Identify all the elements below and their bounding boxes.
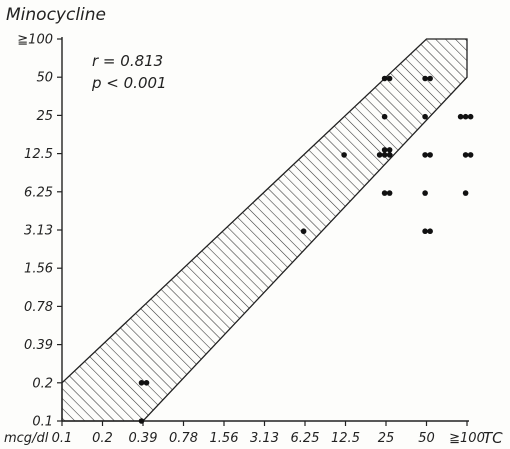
y-tick-label: 0.2 bbox=[32, 376, 53, 391]
data-point bbox=[376, 152, 383, 158]
data-point bbox=[457, 113, 464, 120]
x-tick-label: 25 bbox=[378, 431, 395, 446]
data-point bbox=[427, 152, 433, 158]
data-point bbox=[381, 75, 388, 82]
x-tick-label: 12.5 bbox=[331, 431, 360, 446]
data-point bbox=[427, 75, 433, 82]
data-point bbox=[422, 152, 428, 158]
data-point bbox=[138, 418, 145, 424]
x-tick-label: 0.1 bbox=[52, 431, 73, 446]
data-point bbox=[381, 190, 388, 196]
data-point bbox=[422, 75, 428, 82]
x-axis-label: TC bbox=[483, 429, 503, 447]
data-point bbox=[462, 113, 469, 120]
y-tick-label: 0.1 bbox=[32, 415, 53, 430]
data-point bbox=[422, 190, 428, 196]
chart-title: Minocycline bbox=[6, 5, 106, 25]
data-point bbox=[467, 152, 474, 158]
y-tick-label: 0.39 bbox=[24, 338, 53, 353]
y-tick-label: 50 bbox=[36, 71, 53, 86]
data-point bbox=[462, 190, 469, 196]
y-tick-label: ≧100 bbox=[17, 33, 53, 48]
x-tick-label: 3.13 bbox=[250, 431, 279, 446]
data-point bbox=[467, 113, 474, 120]
data-point bbox=[381, 152, 388, 158]
x-tick-label: 6.25 bbox=[291, 431, 320, 446]
data-point bbox=[427, 228, 433, 235]
y-tick-label: 12.5 bbox=[24, 147, 53, 162]
x-tick-label: 0.78 bbox=[169, 431, 198, 446]
x-tick-label: 0.39 bbox=[129, 431, 158, 446]
y-tick-label: 3.13 bbox=[24, 224, 53, 239]
data-point bbox=[143, 380, 150, 386]
hatched-band bbox=[61, 38, 468, 422]
unit-label: mcg/dl bbox=[4, 431, 49, 446]
data-point bbox=[138, 380, 145, 386]
data-point bbox=[381, 147, 388, 153]
data-point bbox=[386, 147, 393, 153]
data-point bbox=[422, 228, 428, 235]
data-point bbox=[341, 152, 347, 158]
x-tick-label: 50 bbox=[418, 431, 435, 446]
x-tick-label: 1.56 bbox=[210, 431, 239, 446]
y-tick-label: 1.56 bbox=[24, 262, 53, 277]
data-point bbox=[381, 113, 388, 120]
data-point bbox=[422, 113, 428, 120]
data-point bbox=[386, 75, 393, 82]
y-tick-label: 25 bbox=[36, 109, 53, 124]
x-tick-label: 0.2 bbox=[92, 431, 113, 446]
stat-p: p < 0.001 bbox=[91, 74, 167, 92]
y-tick-label: 6.25 bbox=[24, 185, 53, 200]
data-point bbox=[300, 228, 307, 235]
y-tick-label: 0.78 bbox=[24, 300, 53, 315]
x-tick-label: ≧100 bbox=[449, 431, 485, 446]
data-point bbox=[462, 152, 469, 158]
data-point bbox=[386, 190, 393, 196]
data-point bbox=[386, 152, 393, 158]
stat-r: r = 0.813 bbox=[92, 52, 163, 70]
